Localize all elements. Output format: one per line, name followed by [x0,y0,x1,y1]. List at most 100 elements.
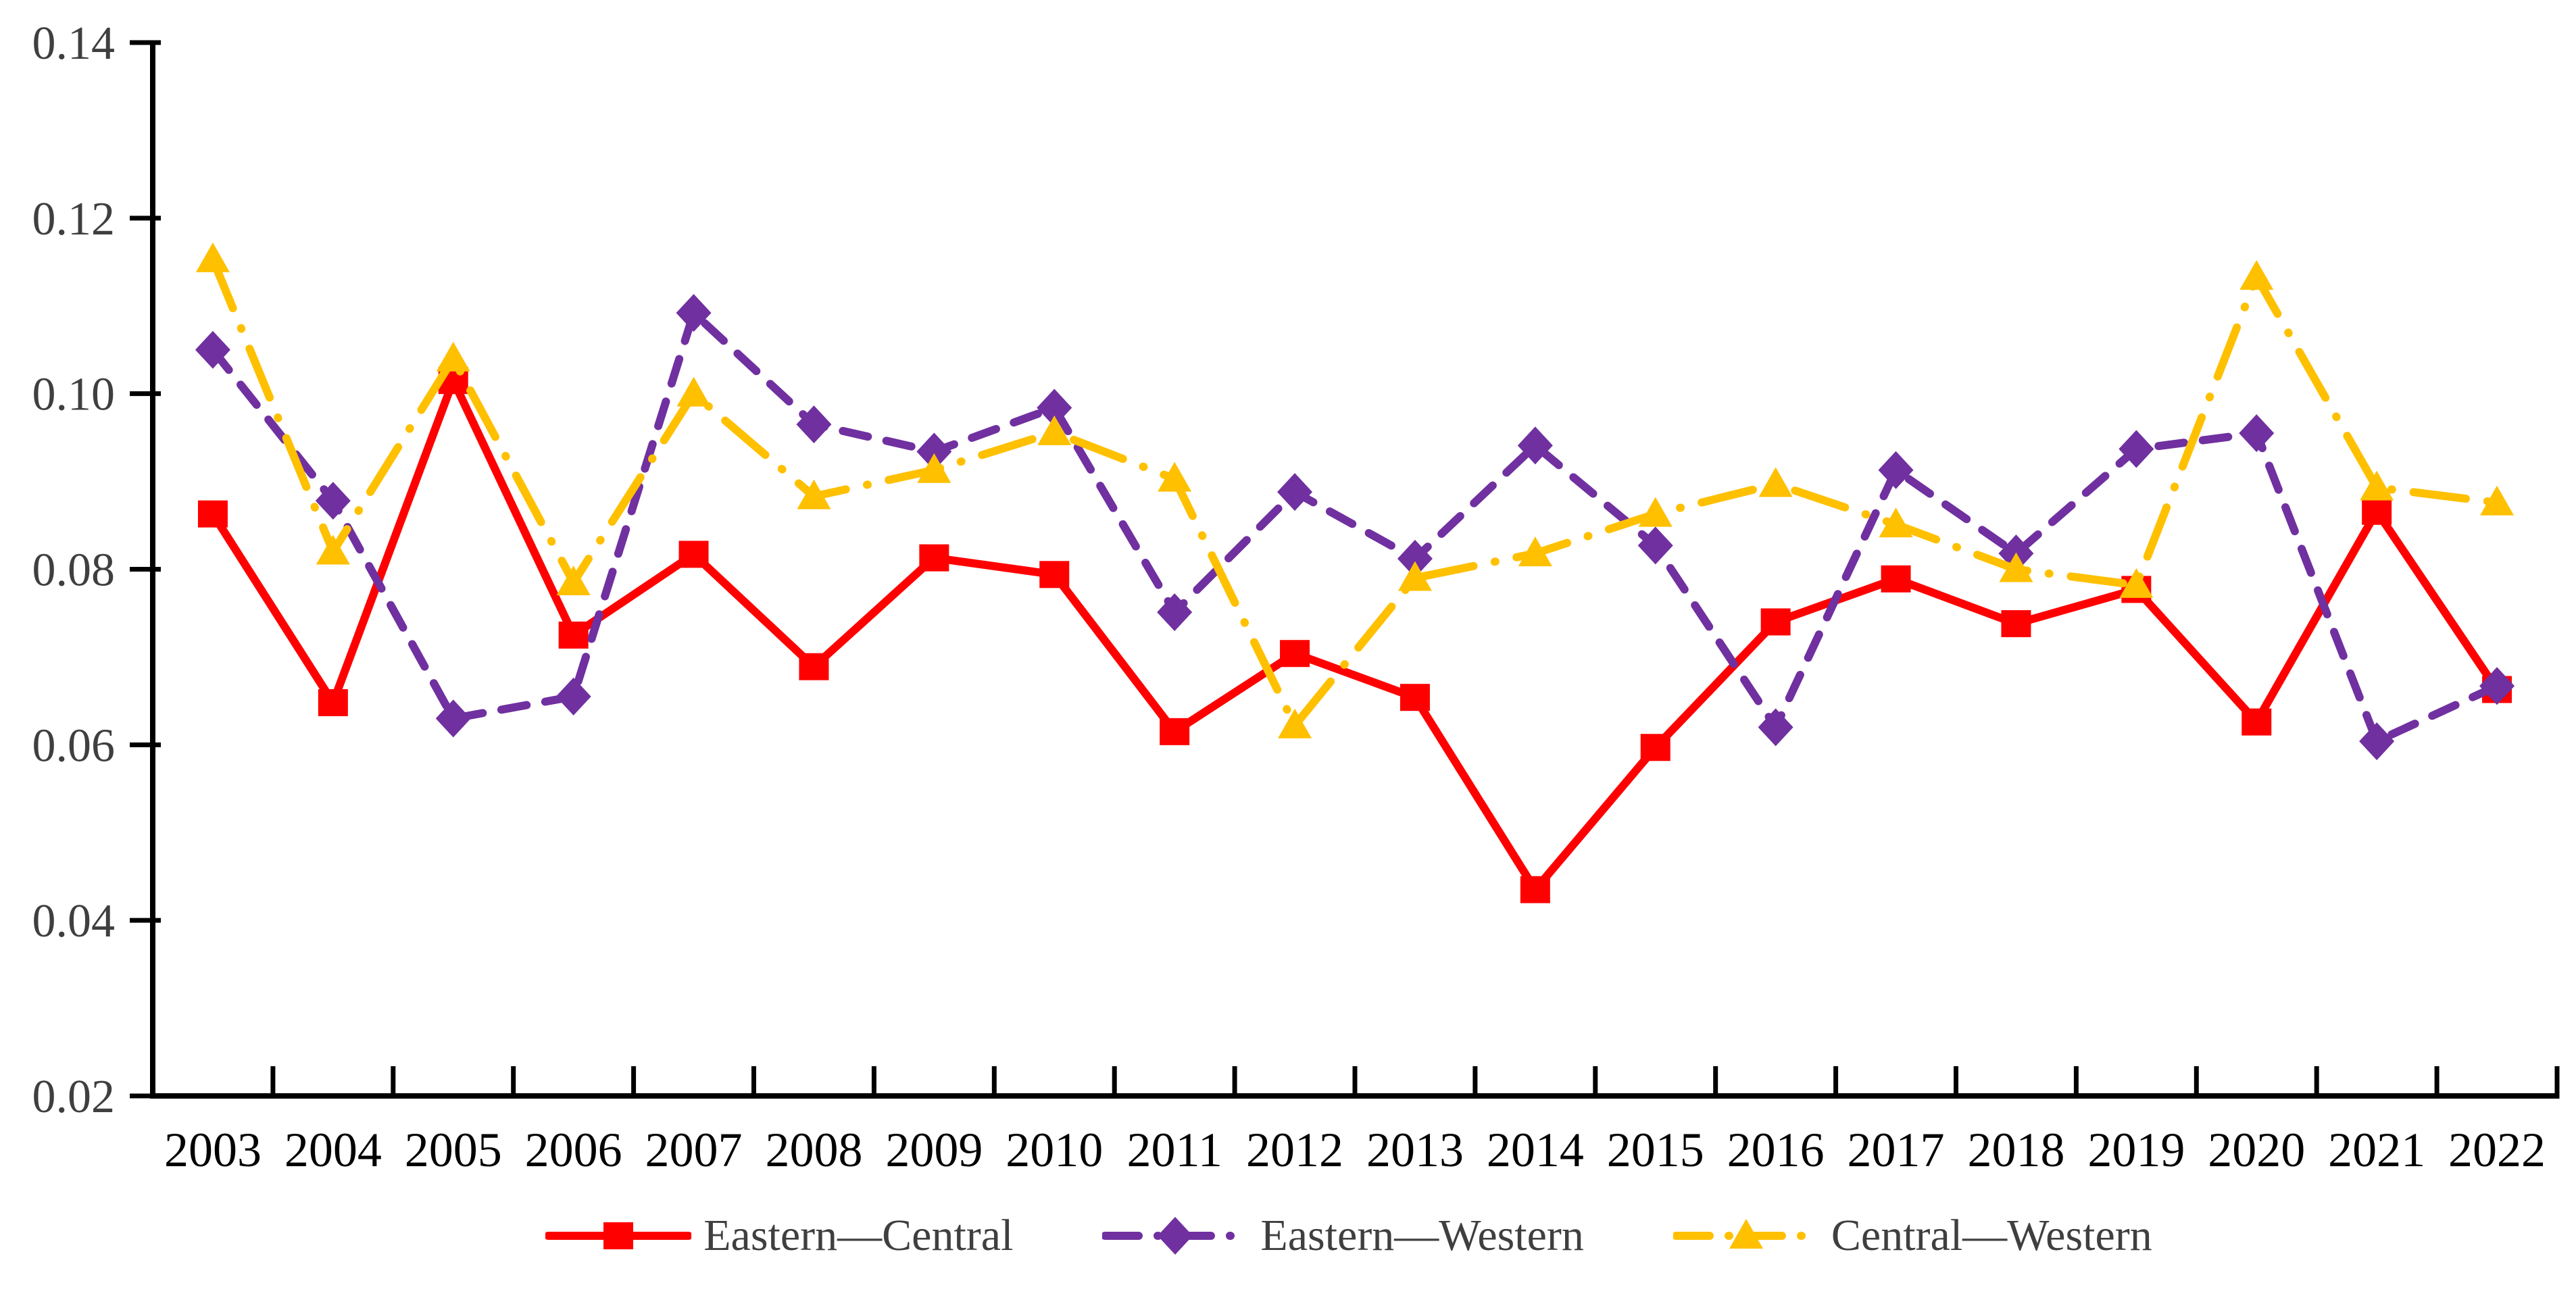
diamond-marker [1397,539,1433,578]
triangle-marker [2239,259,2274,290]
diamond-marker [2239,414,2275,453]
x-axis-tick-label: 2015 [1607,1123,1704,1177]
diamond-marker [1878,451,1914,489]
square-marker [1881,565,1911,593]
square-marker [2001,610,2031,638]
x-axis-tick-label: 2022 [2448,1123,2546,1177]
x-axis-tick-label: 2012 [1246,1123,1343,1177]
triangle-marker [1999,552,2033,582]
triangle-marker [1397,561,1432,591]
diamond-marker [796,405,832,444]
diamond-marker [435,699,471,738]
x-axis-tick-label: 2014 [1487,1123,1584,1177]
diamond-marker [916,432,952,471]
square-marker [1640,734,1670,761]
series-line [208,376,2502,894]
legend-label-central-western: Central—Western [1831,1211,2152,1260]
square-marker [1760,608,1791,636]
square-marker [799,653,829,680]
y-axis-tick-label: 0.02 [32,1071,116,1123]
legend-label-eastern-western: Eastern—Western [1260,1211,1584,1260]
triangle-marker [1758,467,1793,497]
triangle-marker [195,242,230,272]
triangle-marker [1278,708,1312,738]
x-axis-tick-label: 2005 [405,1123,502,1177]
triangle-marker [1729,1219,1763,1249]
square-marker [2241,708,2272,736]
square-marker [1520,876,1550,903]
square-marker [678,541,709,568]
y-axis-tick-label: 0.06 [32,720,116,772]
diamond-marker [1517,426,1553,465]
triangle-marker [1638,497,1673,527]
x-axis-tick-label: 2019 [2087,1123,2185,1177]
triangle-marker [1158,461,1192,492]
square-marker [2362,497,2392,525]
triangle-marker [556,565,591,595]
series-2 [195,242,2515,738]
series-1 [195,294,2515,761]
legend-item-eastern-western: Eastern—Western [1102,1213,1584,1258]
x-axis-tick-label: 2021 [2328,1123,2425,1177]
y-axis-tick-label: 0.04 [32,895,116,947]
x-axis-tick-label: 2017 [1848,1123,1945,1177]
square-marker [197,500,228,528]
square-marker [1280,640,1310,668]
triangle-marker [2360,470,2394,501]
x-axis-tick-label: 2020 [2208,1123,2305,1177]
square-marker [1160,718,1190,745]
x-axis-tick-label: 2013 [1366,1123,1464,1177]
triangle-marker [676,376,711,407]
x-axis-tick-label: 2004 [284,1123,382,1177]
diamond-marker [1157,593,1193,632]
series-line [208,255,2502,730]
x-axis-tick-label: 2003 [164,1123,262,1177]
square-marker [919,544,949,572]
y-axis-tick-label: 0.08 [32,545,116,597]
diamond-marker [315,482,351,520]
legend-label-eastern-central: Eastern—Central [703,1211,1014,1260]
y-axis-tick-label: 0.10 [32,369,116,421]
triangle-marker [1518,536,1552,567]
triangle-marker [1037,415,1072,445]
diamond-marker [2479,667,2515,705]
diamond-marker [1758,708,1793,747]
chart-legend: Eastern—Central Eastern—Western Central—… [122,1213,2576,1258]
square-marker [1400,684,1430,711]
legend-item-eastern-central: Eastern—Central [545,1213,1013,1258]
triangle-marker [436,341,470,372]
square-marker [318,688,348,716]
diamond-marker [555,677,591,716]
purple-dashed-diamond-legend-icon [1102,1217,1249,1255]
x-axis-tick-label: 2009 [885,1123,983,1177]
red-solid-square-legend-icon [545,1222,692,1249]
triangle-marker [797,479,831,509]
square-marker [558,621,589,649]
diamond-marker [2359,722,2395,761]
square-marker [1039,561,1070,589]
triangle-marker [2480,485,2515,516]
diamond-marker [2119,430,2154,468]
x-axis-tick-label: 2007 [645,1123,743,1177]
triangle-marker [1879,507,1913,538]
y-axis-tick-label: 0.12 [32,193,116,245]
gold-dashdot-triangle-legend-icon [1673,1219,1819,1249]
x-axis-tick-label: 2008 [765,1123,862,1177]
x-axis-tick-label: 2006 [525,1123,622,1177]
x-axis-tick-label: 2016 [1727,1123,1825,1177]
diamond-marker [1158,1217,1193,1255]
diamond-marker [1637,526,1673,565]
diamond-marker [1037,389,1072,427]
x-axis-tick-label: 2010 [1006,1123,1103,1177]
y-axis-tick-label: 0.14 [32,18,116,70]
legend-item-central-western: Central—Western [1673,1213,2152,1258]
series-line [208,309,2502,746]
diamond-marker [195,330,230,369]
square-marker [603,1222,634,1249]
x-axis-tick-label: 2011 [1126,1123,1222,1177]
triangle-marker [917,453,951,483]
triangle-marker [316,534,350,565]
triangle-marker [2119,568,2154,598]
